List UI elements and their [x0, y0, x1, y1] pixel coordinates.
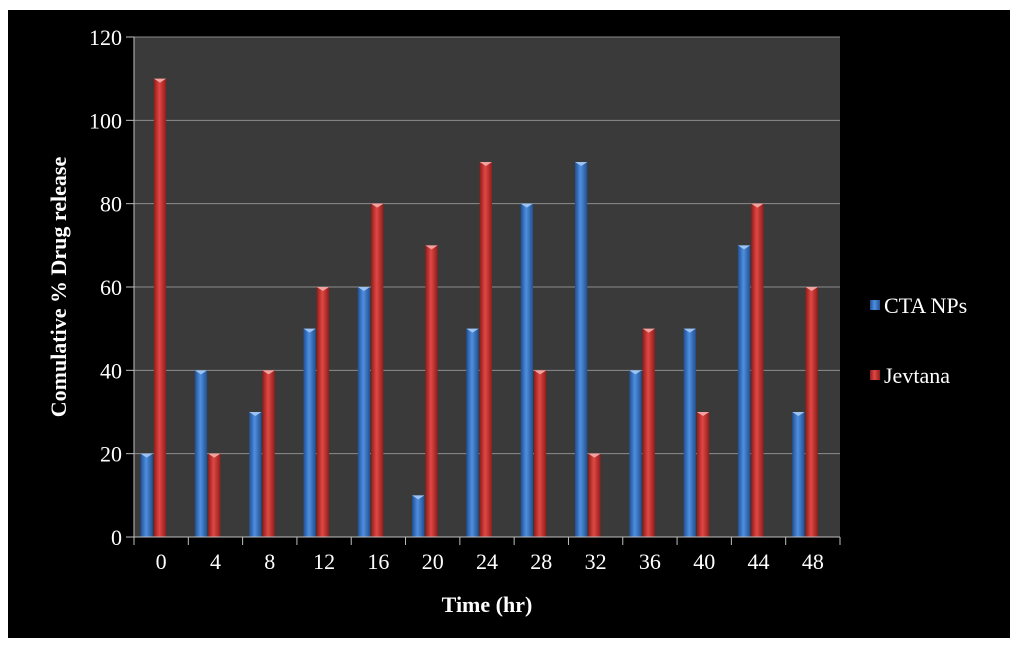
bar-cap-jevtana-48: [805, 287, 818, 291]
bar-cap-cta-nps-12: [303, 328, 316, 333]
bar-jevtana-4: [208, 453, 221, 537]
x-tick-label: 4: [210, 549, 221, 574]
bar-cap-jevtana-28: [533, 370, 547, 375]
bar-cap-jevtana-24: [479, 162, 492, 166]
bar-cap-jevtana-4: [208, 453, 221, 458]
bar-cap-cta-nps-16: [357, 287, 371, 291]
y-axis-title: Comulative % Drug release: [46, 157, 71, 418]
x-tick-label: 24: [476, 549, 498, 574]
y-tick-label: 60: [100, 275, 122, 300]
x-tick-label: 44: [748, 549, 770, 574]
bar-cap-jevtana-44: [751, 203, 764, 208]
bars: [140, 78, 818, 538]
axes: [133, 37, 841, 545]
bar-cap-cta-nps-36: [629, 370, 642, 375]
x-tick-label: 32: [585, 549, 607, 574]
bar-cap-cta-nps-4: [194, 370, 208, 375]
bar-jevtana-32: [588, 453, 601, 537]
y-tick-label: 40: [100, 358, 122, 383]
legend-label-jevtana: Jevtana: [884, 363, 950, 388]
y-tick-label: 0: [111, 525, 122, 550]
chart-frame: 0 20 40 60 80 100 120 0 4 8 12 16 20 24 28 32 36 40 44 48 …: [8, 10, 1010, 638]
x-tick-label: 40: [693, 549, 715, 574]
bar-cta-nps-40: [683, 328, 696, 537]
bar-cap-cta-nps-48: [792, 412, 805, 416]
legend-swatch-jevtana: [870, 370, 880, 380]
legend: CTA NPs Jevtana: [870, 293, 967, 388]
bar-jevtana-12: [316, 287, 330, 537]
bar-cta-nps-24: [466, 328, 479, 537]
bar-cap-cta-nps-40: [683, 328, 696, 333]
bar-jevtana-28: [533, 370, 547, 537]
bar-cap-jevtana-12: [316, 287, 330, 291]
bar-cap-cta-nps-0: [140, 453, 153, 458]
y-tick-label: 80: [100, 192, 122, 217]
x-tick-label: 48: [802, 549, 824, 574]
bar-cta-nps-4: [194, 370, 208, 537]
bar-cap-jevtana-20: [425, 245, 438, 250]
bar-cap-cta-nps-32: [574, 162, 588, 166]
bar-jevtana-44: [751, 203, 764, 537]
y-tick-label: 120: [89, 25, 122, 50]
bar-cap-cta-nps-20: [412, 495, 425, 500]
bar-jevtana-16: [371, 203, 384, 537]
bar-jevtana-24: [479, 162, 492, 537]
legend-swatch-cta-nps: [870, 300, 880, 310]
bar-jevtana-20: [425, 245, 438, 538]
bar-jevtana-40: [696, 412, 710, 537]
bar-cta-nps-28: [520, 203, 533, 537]
bar-cap-jevtana-36: [642, 328, 655, 333]
y-tick-label: 100: [89, 108, 122, 133]
bar-jevtana-8: [262, 370, 275, 537]
bar-cap-jevtana-16: [371, 203, 384, 208]
bar-cap-cta-nps-44: [737, 245, 751, 250]
x-tick-label: 20: [422, 549, 444, 574]
x-tick-label: 8: [264, 549, 275, 574]
bar-cta-nps-8: [249, 412, 262, 537]
bar-cap-jevtana-0: [153, 78, 167, 83]
x-tick-label: 28: [530, 549, 552, 574]
bar-jevtana-48: [805, 287, 818, 537]
x-tick-label: 0: [156, 549, 167, 574]
x-tick-label: 12: [313, 549, 335, 574]
bar-cta-nps-32: [574, 162, 588, 537]
bar-cta-nps-0: [140, 453, 153, 537]
x-tick-labels: 0 4 8 12 16 20 24 28 32 36 40 44 48: [156, 549, 824, 574]
bar-jevtana-0: [153, 78, 167, 538]
bar-cap-jevtana-32: [588, 453, 601, 458]
bar-cap-jevtana-40: [696, 412, 710, 416]
bar-cta-nps-48: [792, 412, 805, 537]
x-axis-title: Time (hr): [442, 592, 533, 617]
y-tick-label: 20: [100, 442, 122, 467]
x-tick-label: 16: [367, 549, 389, 574]
bar-cap-cta-nps-28: [520, 203, 533, 208]
bar-cta-nps-36: [629, 370, 642, 537]
bar-jevtana-36: [642, 328, 655, 537]
bar-cta-nps-16: [357, 287, 371, 537]
bar-cap-cta-nps-8: [249, 412, 262, 416]
x-tick-label: 36: [639, 549, 661, 574]
bar-cta-nps-20: [412, 495, 425, 537]
bar-cap-jevtana-8: [262, 370, 275, 375]
legend-label-cta-nps: CTA NPs: [884, 293, 967, 318]
bar-cap-cta-nps-24: [466, 328, 479, 333]
bar-cta-nps-12: [303, 328, 316, 537]
y-tick-labels: 0 20 40 60 80 100 120: [89, 25, 122, 550]
bar-cta-nps-44: [737, 245, 751, 538]
